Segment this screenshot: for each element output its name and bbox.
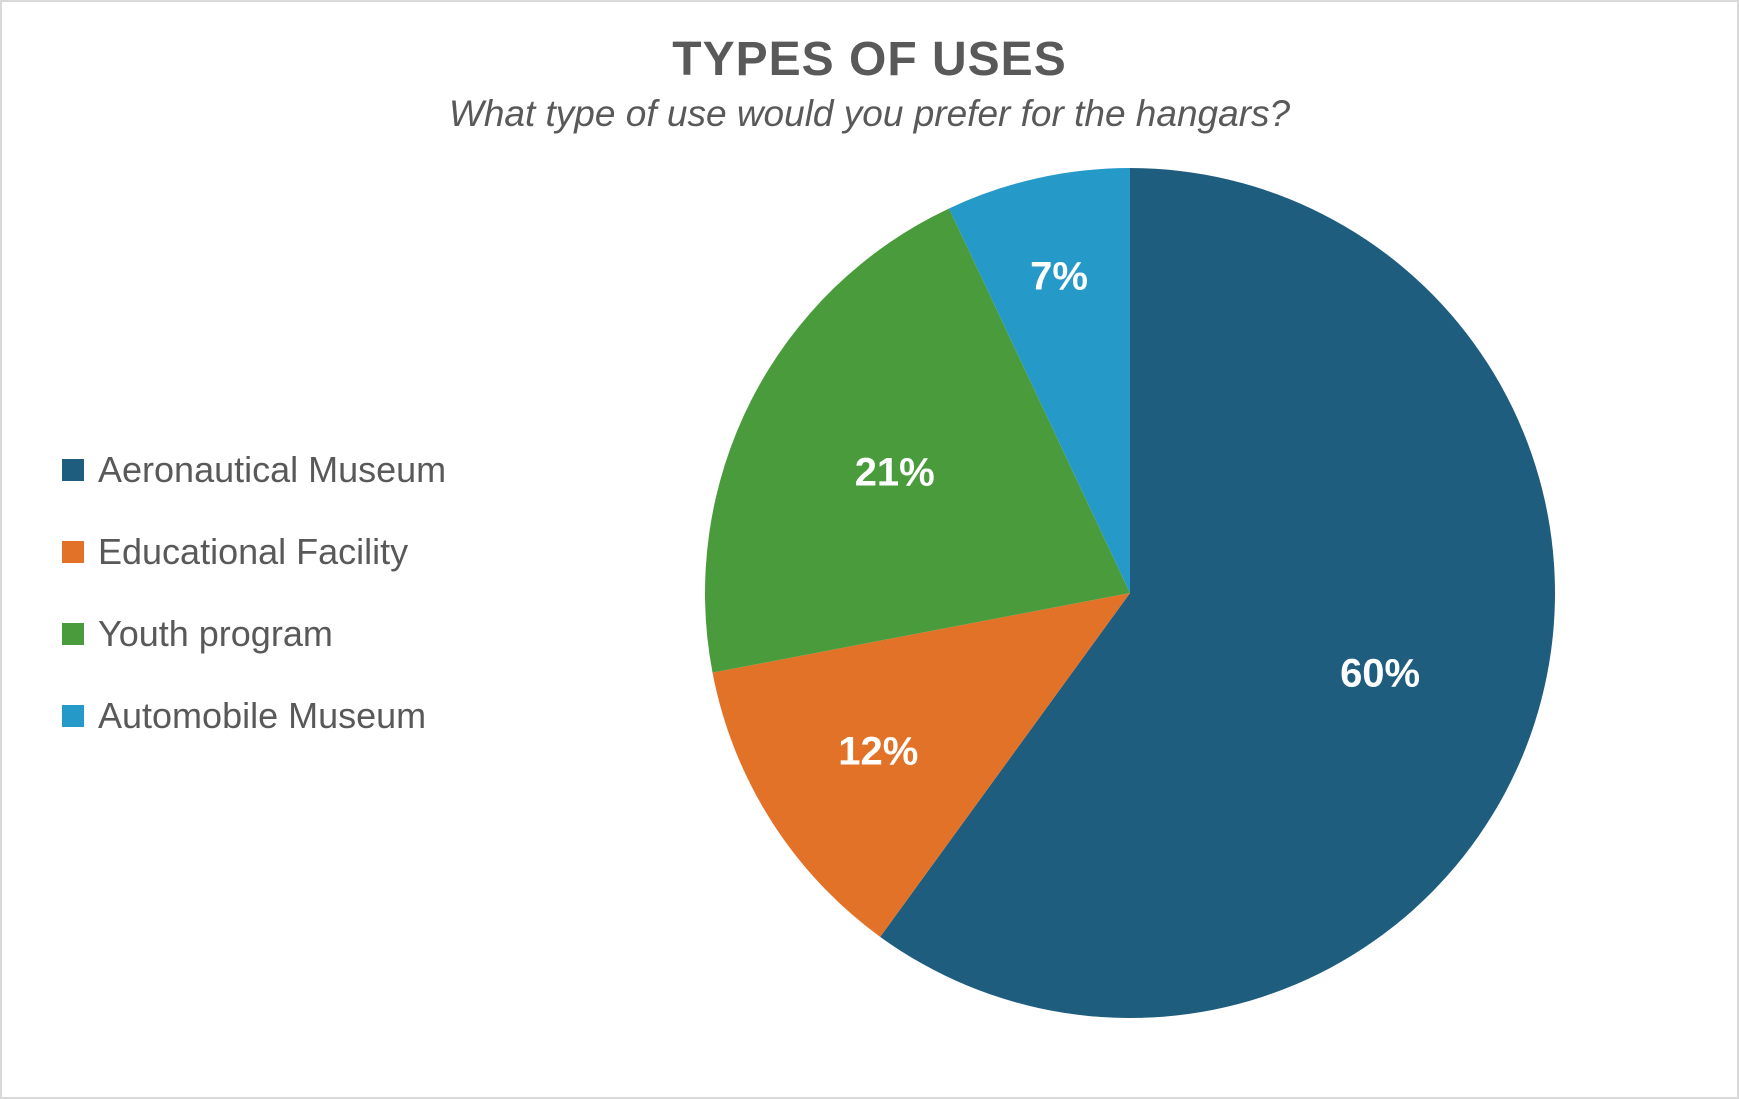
legend-swatch [62,459,84,481]
legend-item: Aeronautical Museum [62,449,562,491]
pie-data-label: 12% [838,729,918,774]
pie-data-label: 7% [1030,255,1088,300]
legend-label: Aeronautical Museum [98,449,446,491]
legend-label: Automobile Museum [98,695,426,737]
chart-content: Aeronautical Museum Educational Facility Y… [42,145,1697,1040]
pie-wrap: 60% 12% 21% 7% [705,168,1555,1018]
legend-swatch [62,623,84,645]
legend-item: Youth program [62,613,562,655]
chart-frame: TYPES OF USES What type of use would you… [0,0,1739,1099]
legend-item: Automobile Museum [62,695,562,737]
legend-label: Educational Facility [98,531,408,573]
legend-item: Educational Facility [62,531,562,573]
legend-swatch [62,705,84,727]
title-block: TYPES OF USES What type of use would you… [42,32,1697,135]
pie-data-label: 21% [855,450,935,495]
legend-label: Youth program [98,613,333,655]
pie-chart [705,168,1555,1018]
legend: Aeronautical Museum Educational Facility Y… [42,409,562,777]
pie-data-label: 60% [1340,651,1420,696]
legend-swatch [62,541,84,563]
chart-subtitle: What type of use would you prefer for th… [42,93,1697,135]
chart-title: TYPES OF USES [42,32,1697,87]
pie-chart-area: 60% 12% 21% 7% [562,145,1697,1040]
